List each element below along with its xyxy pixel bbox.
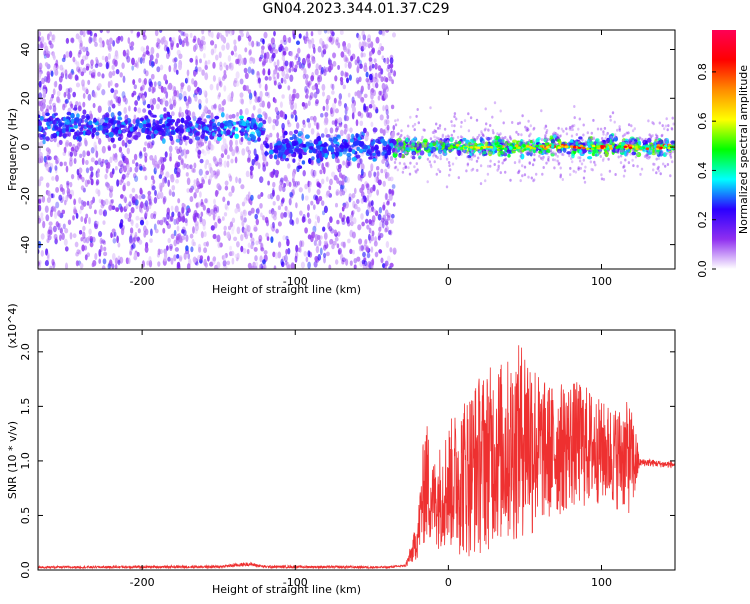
- bottom-xtick-label: 0: [445, 576, 452, 589]
- top-plot-frame: [37, 29, 676, 270]
- bottom-xtick-label: -100: [283, 576, 308, 589]
- colorbar-tick-label: 0.2: [696, 211, 709, 229]
- snr-series-line: [38, 345, 675, 570]
- colorbar-tick-label: 0.8: [696, 63, 709, 81]
- colorbar-tick-label: 0.4: [696, 162, 709, 180]
- top-ytick-label: 0: [19, 144, 32, 151]
- colorbar-label: Normalized spectral amplitude: [737, 65, 750, 234]
- top-xtick-label: -100: [283, 275, 308, 288]
- bottom-plot-frame: [37, 329, 676, 571]
- top-ylabel: Frequency (Hz): [6, 108, 19, 191]
- top-xtick-label: -200: [130, 275, 155, 288]
- bottom-y-multiplier: (x10^4): [6, 303, 19, 348]
- top-ytick-label: 20: [19, 91, 32, 105]
- colorbar-tick-label: 0.6: [696, 112, 709, 130]
- colorbar: [712, 30, 736, 269]
- bottom-xlabel: Height of straight line (km): [212, 583, 361, 596]
- bottom-ytick-label: 1.0: [19, 452, 32, 470]
- spectrogram-image: [38, 30, 675, 269]
- figure-title: GN04.2023.344.01.37.C29: [262, 1, 450, 17]
- top-xlabel: Height of straight line (km): [212, 283, 361, 296]
- bottom-ytick-label: 0.5: [19, 507, 32, 525]
- top-xtick-label: 0: [445, 275, 452, 288]
- top-ytick-label: -40: [19, 236, 32, 254]
- bottom-ytick-label: 0.0: [19, 561, 32, 579]
- top-ytick-label: 40: [19, 43, 32, 57]
- bottom-ytick-label: 1.5: [19, 398, 32, 416]
- bottom-ylabel: SNR (10 * v/v): [6, 421, 19, 499]
- bottom-ytick-label: 2.0: [19, 343, 32, 361]
- top-xtick-label: 100: [591, 275, 612, 288]
- top-ytick-label: -20: [19, 187, 32, 205]
- colorbar-tick-label: 0.0: [696, 260, 709, 278]
- bottom-xtick-label: 100: [591, 576, 612, 589]
- bottom-xtick-label: -200: [130, 576, 155, 589]
